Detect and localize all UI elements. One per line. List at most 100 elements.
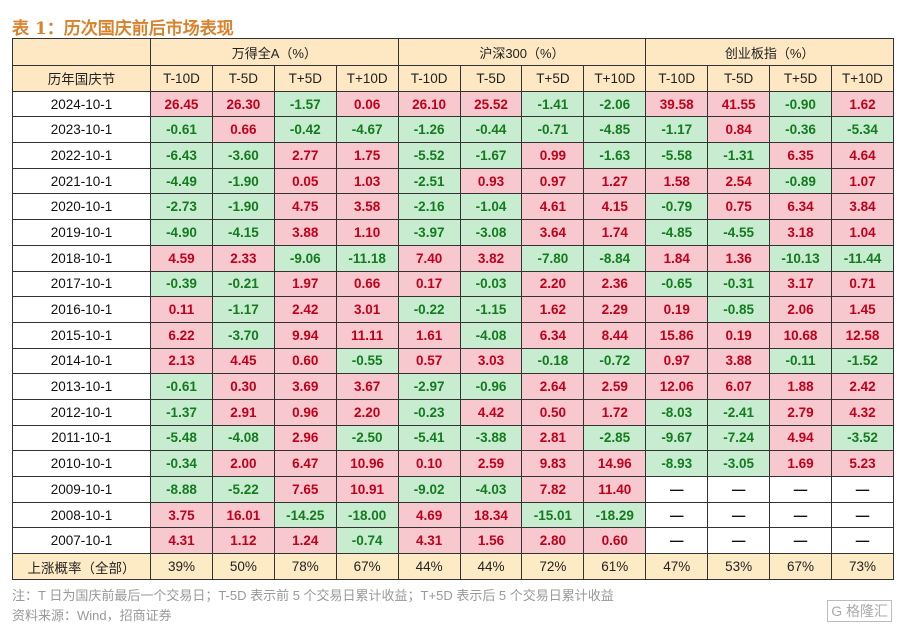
- value-cell: 1.72: [583, 398, 647, 426]
- row-date: 2011-10-1: [12, 424, 151, 452]
- value-cell: 26.30: [211, 90, 275, 118]
- value-cell: -0.36: [769, 116, 832, 144]
- value-cell: 4.45: [211, 347, 275, 375]
- value-cell: 6.22: [150, 321, 213, 349]
- value-cell: 1.03: [335, 167, 399, 195]
- table-row: 2019-10-1 -4.90 -4.15 3.88 1.10 -3.97 -3.08 3.6…: [12, 219, 895, 246]
- value-cell: 6.35: [769, 142, 832, 169]
- table-row: 2009-10-1 -8.88 -5.22 7.65 10.91 -9.02 -4.03 7.…: [12, 476, 895, 503]
- value-cell: -4.67: [335, 116, 399, 144]
- value-cell: 3.82: [459, 244, 523, 272]
- value-cell: -0.74: [335, 527, 399, 555]
- value-cell: -0.11: [769, 347, 832, 375]
- value-cell: -8.88: [150, 476, 213, 503]
- value-cell: 4.42: [459, 398, 523, 426]
- value-cell: -2.97: [397, 373, 461, 400]
- value-cell: 7.82: [521, 476, 585, 503]
- value-cell: 1.12: [211, 527, 275, 555]
- value-cell: -3.88: [459, 424, 523, 452]
- value-cell: 0.96: [273, 398, 337, 426]
- subcol-header: T+5D: [769, 65, 832, 92]
- table-row: 2017-10-1 -0.39 -0.21 1.97 0.66 0.17 -0.03 2.20…: [12, 270, 895, 298]
- value-cell: -0.79: [645, 193, 709, 221]
- value-cell: -0.18: [521, 347, 585, 375]
- value-cell: -4.49: [150, 167, 213, 195]
- value-cell: -1.52: [830, 347, 895, 375]
- value-cell: 2.54: [707, 167, 771, 195]
- value-cell: -0.85: [707, 296, 771, 323]
- value-cell: -3.97: [397, 219, 461, 246]
- prob-cell: 67%: [769, 553, 832, 581]
- value-cell: -3.70: [211, 321, 275, 349]
- value-cell: 4.15: [583, 193, 647, 221]
- value-cell: 9.94: [273, 321, 337, 349]
- value-cell: —: [830, 476, 895, 503]
- value-cell: 6.34: [769, 193, 832, 221]
- value-cell: 6.47: [273, 450, 337, 477]
- value-cell: -1.17: [211, 296, 275, 323]
- value-cell: -0.03: [459, 270, 523, 298]
- value-cell: 9.83: [521, 450, 585, 477]
- value-cell: -5.58: [645, 142, 709, 169]
- value-cell: -4.85: [583, 116, 647, 144]
- value-cell: 0.99: [521, 142, 585, 169]
- row-date: 2013-10-1: [12, 373, 151, 400]
- subcol-header: T-5D: [707, 65, 771, 92]
- prob-cell: 39%: [150, 553, 213, 581]
- value-cell: -0.65: [645, 270, 709, 298]
- value-cell: -8.84: [583, 244, 647, 272]
- value-cell: 1.07: [830, 167, 895, 195]
- value-cell: 3.84: [830, 193, 895, 221]
- value-cell: -2.16: [397, 193, 461, 221]
- value-cell: 16.01: [211, 501, 275, 529]
- row-date: 2020-10-1: [12, 193, 151, 221]
- rise-probability-row: 上涨概率（全部） 39% 50% 78% 67% 44% 44% 72% 61% 47% 53% 67…: [12, 553, 895, 581]
- value-cell: -4.15: [211, 219, 275, 246]
- value-cell: 25.52: [459, 90, 523, 118]
- subcol-header: T-10D: [645, 65, 709, 92]
- value-cell: -3.52: [830, 424, 895, 452]
- value-cell: -2.73: [150, 193, 213, 221]
- value-cell: 1.88: [769, 373, 832, 400]
- subcol-header: T+10D: [830, 65, 895, 92]
- subcol-header: T-10D: [150, 65, 213, 92]
- row-date: 2019-10-1: [12, 219, 151, 246]
- value-cell: -2.85: [583, 424, 647, 452]
- value-cell: -1.31: [707, 142, 771, 169]
- value-cell: 1.04: [830, 219, 895, 246]
- value-cell: —: [645, 476, 709, 503]
- value-cell: -3.60: [211, 142, 275, 169]
- value-cell: -0.96: [459, 373, 523, 400]
- value-cell: -1.04: [459, 193, 523, 221]
- table-row: 2023-10-1 -0.61 0.66 -0.42 -4.67 -1.26 -0.44 -0…: [12, 116, 895, 144]
- value-cell: 2.59: [583, 373, 647, 400]
- group-chinext: 创业板指（%）: [645, 38, 894, 66]
- value-cell: 3.88: [707, 347, 771, 375]
- value-cell: -8.93: [645, 450, 709, 477]
- value-cell: -8.03: [645, 398, 709, 426]
- value-cell: 0.93: [459, 167, 523, 195]
- value-cell: 0.06: [335, 90, 399, 118]
- value-cell: 0.05: [273, 167, 337, 195]
- value-cell: 3.75: [150, 501, 213, 529]
- value-cell: -2.50: [335, 424, 399, 452]
- value-cell: -11.18: [335, 244, 399, 272]
- value-cell: 2.79: [769, 398, 832, 426]
- footnote: 注：T 日为国庆前最后一个交易日；T-5D 表示前 5 个交易日累计收益；T+5…: [12, 588, 614, 603]
- row-date: 2015-10-1: [12, 321, 151, 349]
- value-cell: -2.51: [397, 167, 461, 195]
- group-csi300: 沪深300（%）: [397, 38, 647, 66]
- value-cell: -2.41: [707, 398, 771, 426]
- subcol-header: T+10D: [583, 65, 647, 92]
- value-cell: 2.59: [459, 450, 523, 477]
- value-cell: 4.75: [273, 193, 337, 221]
- value-cell: 1.10: [335, 219, 399, 246]
- value-cell: 10.96: [335, 450, 399, 477]
- value-cell: -11.44: [830, 244, 895, 272]
- table-title: 表 1：历次国庆前后市场表现: [12, 19, 234, 39]
- prob-cell: 61%: [583, 553, 647, 581]
- value-cell: 3.69: [273, 373, 337, 400]
- value-cell: 2.20: [335, 398, 399, 426]
- prob-cell: 53%: [707, 553, 771, 581]
- value-cell: -5.52: [397, 142, 461, 169]
